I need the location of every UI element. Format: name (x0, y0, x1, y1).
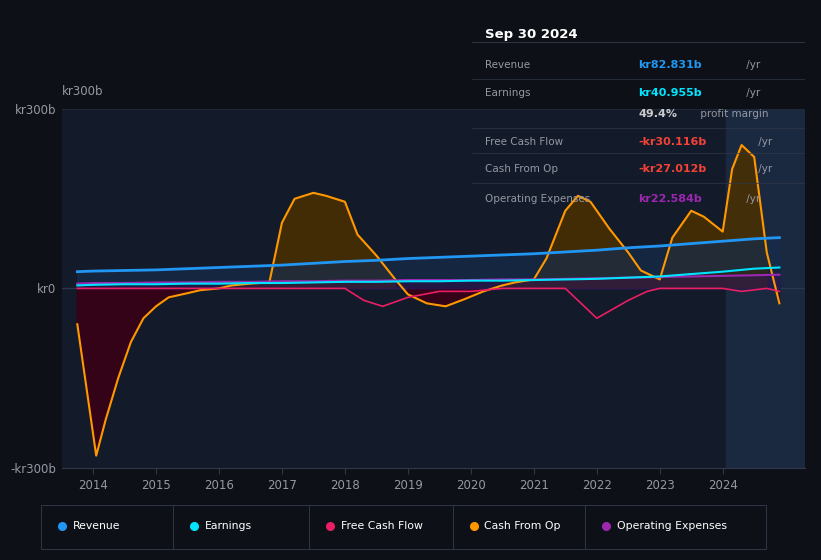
Text: profit margin: profit margin (696, 109, 768, 119)
Text: Sep 30 2024: Sep 30 2024 (485, 28, 578, 41)
Text: /yr: /yr (754, 164, 772, 174)
Text: /yr: /yr (743, 88, 760, 98)
FancyBboxPatch shape (452, 505, 593, 549)
Text: Free Cash Flow: Free Cash Flow (341, 521, 423, 531)
Text: 49.4%: 49.4% (639, 109, 677, 119)
Text: Earnings: Earnings (485, 88, 531, 98)
Text: /yr: /yr (754, 137, 772, 147)
Text: -kr27.012b: -kr27.012b (639, 164, 707, 174)
Text: Operating Expenses: Operating Expenses (617, 521, 727, 531)
Text: kr40.955b: kr40.955b (639, 88, 702, 98)
Text: kr82.831b: kr82.831b (639, 60, 702, 70)
FancyBboxPatch shape (41, 505, 177, 549)
Text: Cash From Op: Cash From Op (485, 164, 558, 174)
Bar (726, 109, 805, 468)
Text: kr22.584b: kr22.584b (639, 194, 702, 204)
FancyBboxPatch shape (585, 505, 766, 549)
Text: Free Cash Flow: Free Cash Flow (485, 137, 563, 147)
Text: Revenue: Revenue (485, 60, 530, 70)
Text: Cash From Op: Cash From Op (484, 521, 561, 531)
Text: Revenue: Revenue (73, 521, 120, 531)
FancyBboxPatch shape (173, 505, 313, 549)
Text: /yr: /yr (743, 194, 760, 204)
FancyBboxPatch shape (310, 505, 456, 549)
Text: Earnings: Earnings (205, 521, 252, 531)
Text: Operating Expenses: Operating Expenses (485, 194, 590, 204)
Text: -kr30.116b: -kr30.116b (639, 137, 707, 147)
Text: kr300b: kr300b (62, 85, 103, 98)
Text: /yr: /yr (743, 60, 760, 70)
